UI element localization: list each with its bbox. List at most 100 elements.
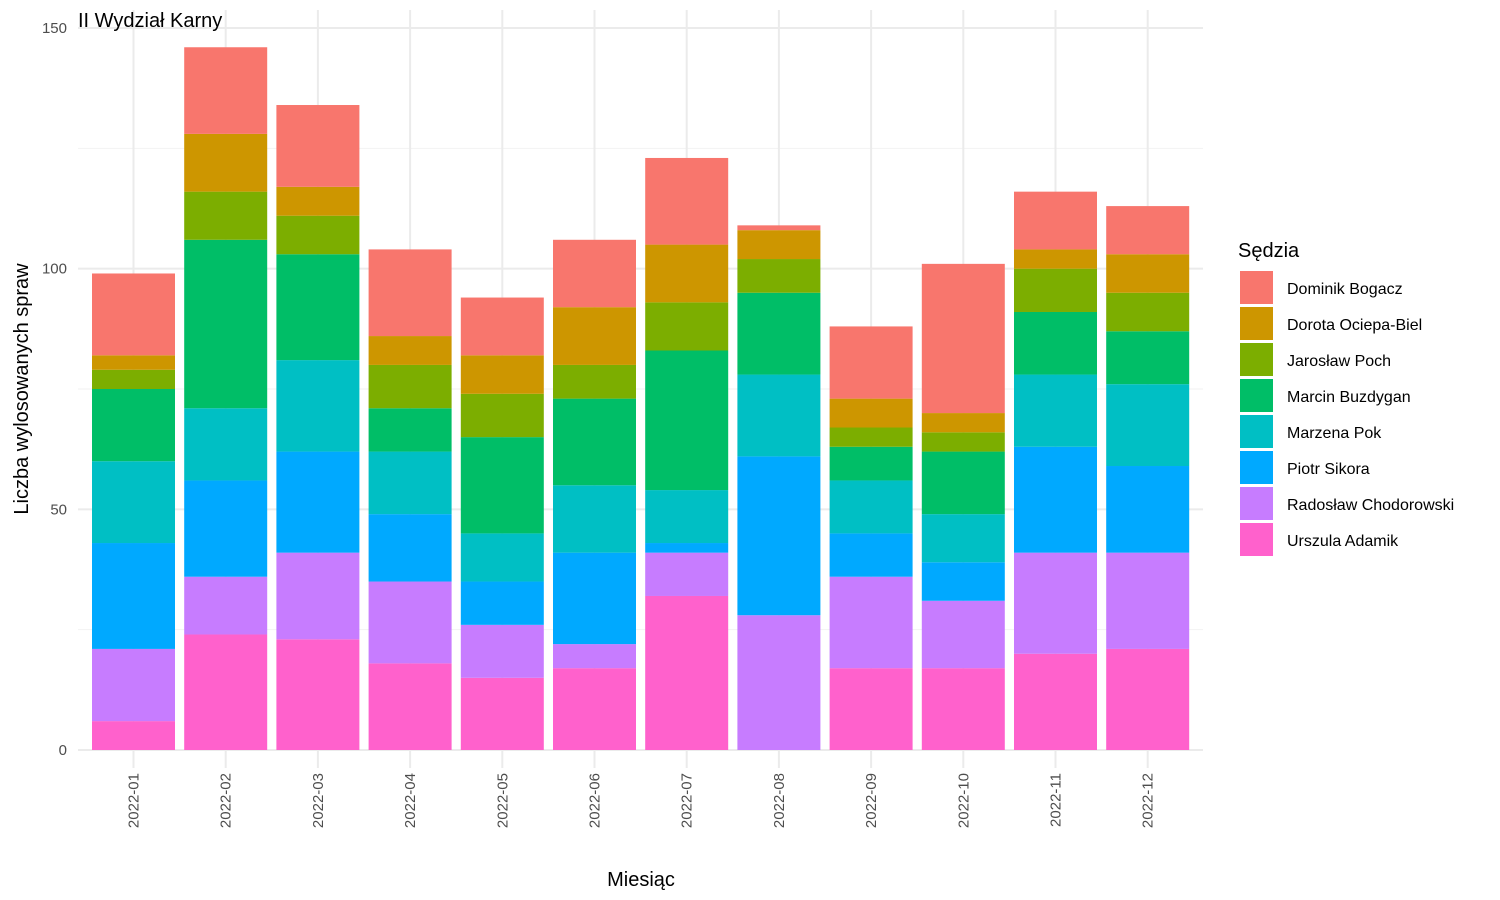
bar-segment [645,543,729,553]
x-tick-label: 2022-10 [955,773,972,828]
legend-label: Dorota Ociepa-Biel [1287,317,1422,334]
legend-key [1240,271,1273,304]
bar-segment [921,562,1005,601]
bar-segment [1014,268,1097,312]
bar-segment [368,408,452,452]
legend: Sędzia Dominik Bogacz Dorota Ociepa-Biel J… [1238,240,1454,556]
bars [92,47,1190,750]
bar-segment [184,480,268,577]
bar-segment [276,639,360,750]
legend-label: Marzena Pok [1287,425,1382,442]
bar-segment [92,721,175,750]
y-tick-label: 100 [42,261,67,278]
bar-segment [737,230,821,260]
bar-segment [921,600,1005,669]
bar-segment [553,644,636,669]
bar-segment [553,364,636,399]
bar-segment [1106,206,1190,255]
bar-segment [737,292,821,375]
bar-segment [645,490,729,544]
bar-segment [276,360,360,452]
bar-segment [1106,552,1190,649]
bar-segment [1106,384,1190,467]
bar-segment [184,239,268,409]
chart-title: II Wydział Karny [78,10,222,32]
y-tick-label: 50 [50,501,67,518]
bar-segment [1014,311,1097,375]
bar-segment [1106,648,1190,750]
bar-segment [184,47,268,134]
bar-segment [1106,466,1190,553]
bar-segment [276,552,360,640]
bar-segment [184,408,268,481]
legend-title: Sędzia [1238,240,1300,262]
bar-segment [553,668,636,750]
bar-segment [921,668,1005,750]
bar-segment [184,191,268,240]
y-tick-label: 150 [42,20,67,37]
bar-segment [368,514,452,582]
x-axis-ticks: 2022-01 2022-02 2022-03 2022-04 2022-05 2022-… [126,773,1157,828]
y-axis-title: Liczba wylosowanych spraw [11,263,33,515]
bar-segment [276,215,360,255]
bar-segment [921,451,1005,515]
bar-segment [276,186,360,216]
bar-segment [460,581,544,625]
bar-segment [368,364,452,409]
bar-segment [460,297,544,356]
y-axis-ticks: 0 50 100 150 [42,20,67,759]
bar-segment [829,427,913,447]
bar-segment [92,461,175,544]
legend-label: Piotr Sikora [1287,461,1370,478]
legend-label: Radosław Chodorowski [1287,497,1454,514]
bar-segment [92,369,175,389]
bar-segment [645,350,729,491]
bar-segment [921,432,1005,452]
bar-segment [184,576,268,635]
bar-segment [460,393,544,438]
bar-segment [460,677,544,750]
bar-segment [737,456,821,616]
bar-segment [645,552,729,596]
x-tick-label: 2022-09 [863,773,880,828]
bar-segment [1014,552,1097,654]
bar-segment [1014,249,1097,269]
bar-segment [737,259,821,293]
bar-segment [737,374,821,457]
bar-segment [276,105,360,187]
bar-segment [921,263,1005,414]
bar-segment [92,389,175,462]
x-tick-label: 2022-08 [771,773,788,828]
legend-key [1240,451,1273,484]
y-tick-label: 0 [59,742,67,759]
bar-segment [460,437,544,534]
bar-segment [1106,331,1190,385]
x-tick-label: 2022-05 [494,773,511,828]
x-axis-title: Miesiąc [607,869,675,891]
legend-label: Marcin Buzdygan [1287,389,1411,406]
bar-segment [460,533,544,582]
bar-segment [276,254,360,361]
bar-segment [553,398,636,486]
bar-segment [645,244,729,303]
bar-segment [92,543,175,649]
bar-segment [460,624,544,678]
bar-segment [737,225,821,231]
bar-segment [829,398,913,428]
bar-segment [368,581,452,664]
bar-segment [645,157,729,245]
x-tick-label: 2022-01 [126,773,143,828]
bar-segment [829,326,913,399]
bar-segment [829,576,913,669]
bar-segment [92,648,175,722]
bar-segment [92,355,175,370]
legend-key [1240,415,1273,448]
x-tick-label: 2022-11 [1048,773,1065,827]
bar-segment [737,615,821,750]
bar-segment [1014,446,1097,553]
bar-segment [921,514,1005,563]
bar-segment [184,634,268,750]
legend-key [1240,487,1273,520]
legend-key [1240,307,1273,340]
